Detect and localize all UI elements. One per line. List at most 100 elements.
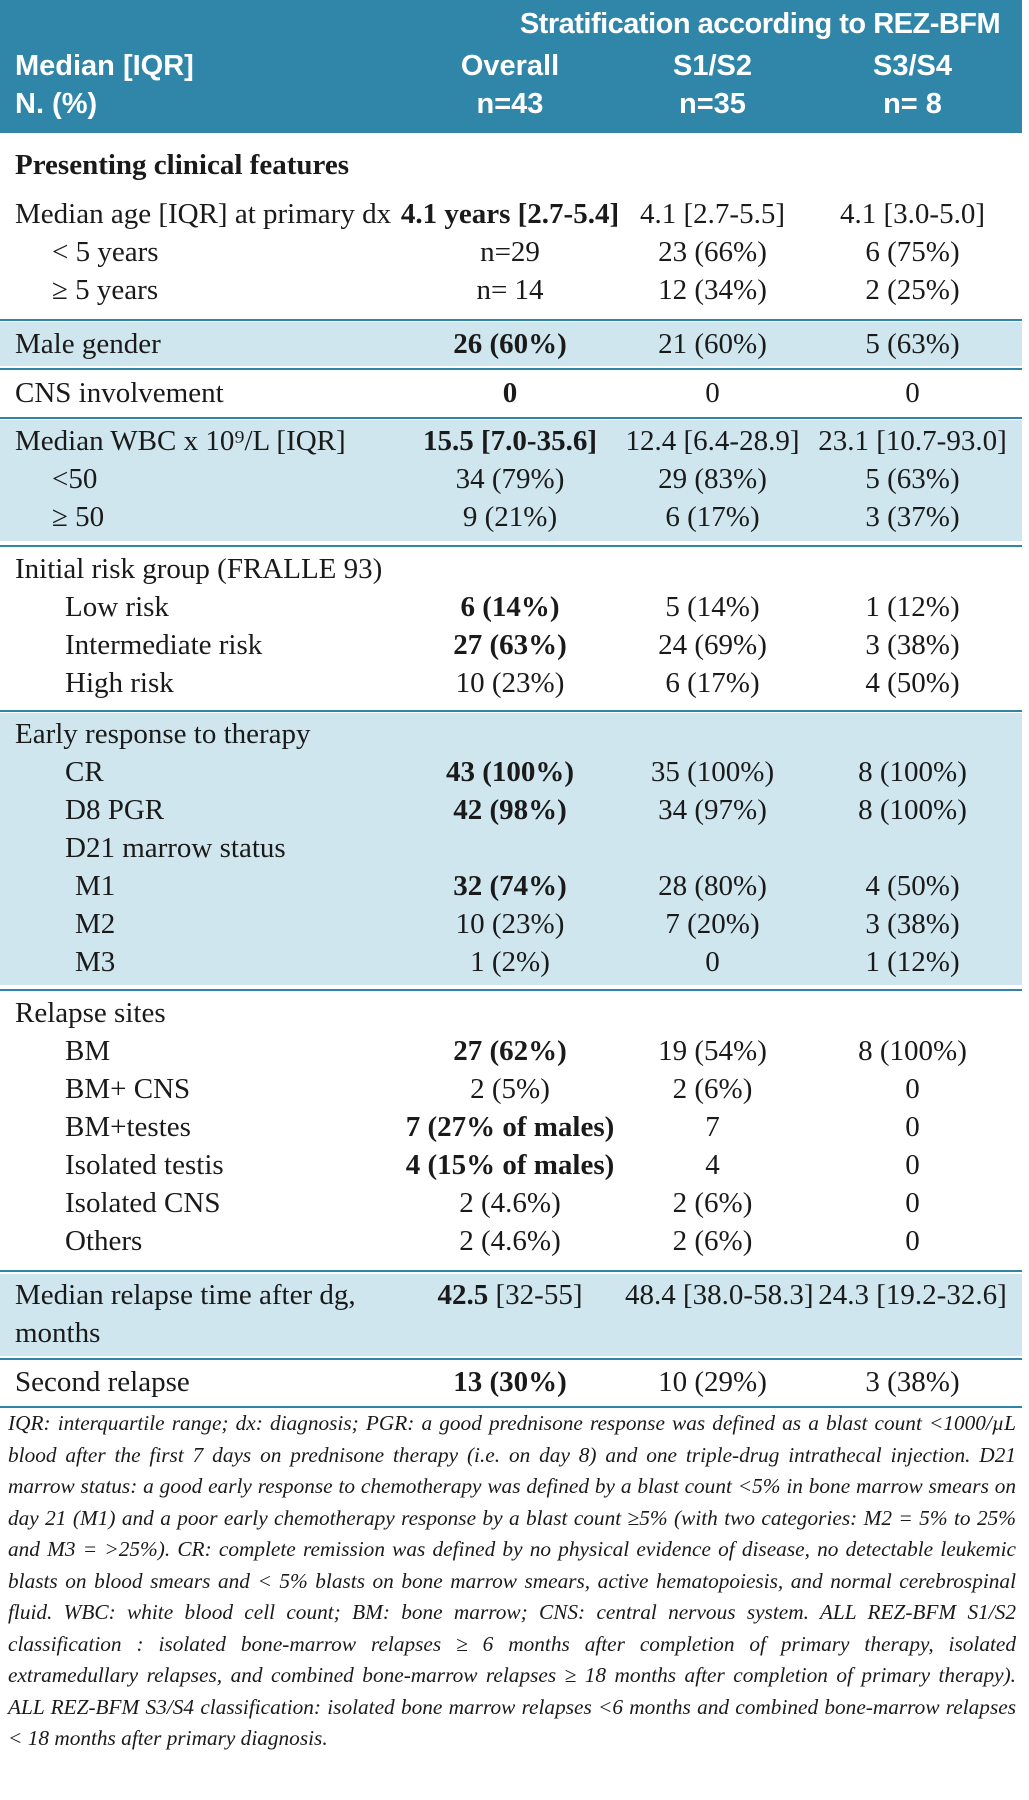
s3s4-value: 3 (38%): [865, 908, 960, 940]
row-label: Low risk: [65, 591, 169, 623]
overall-value: 7 (27% of males): [405, 1111, 615, 1143]
s1s2-value: 6 (17%): [665, 501, 760, 533]
row-label: months: [15, 1317, 101, 1349]
row-label: BM: [65, 1035, 111, 1067]
early-response-block: [0, 713, 1022, 985]
row-label: BM+testes: [65, 1111, 191, 1143]
s1s2-value: 4.1 [2.7-5.5]: [640, 198, 785, 230]
row-label: D21 marrow status: [65, 832, 286, 864]
table-row: CNS involvement 0 0 0: [0, 371, 1022, 415]
overall-value: 1 (2%): [470, 946, 550, 978]
s1s2-value: 4: [705, 1149, 720, 1181]
row-label: Median age [IQR] at primary dx: [15, 198, 392, 230]
overall-value: 15.5 [7.0-35.6]: [423, 425, 597, 457]
table-figure: Stratification according to REZ-BFM Medi…: [0, 0, 1022, 1750]
row-label: Early response to therapy: [15, 718, 311, 750]
overall-value: n=29: [480, 236, 540, 268]
overall-value-bold: 42.5: [437, 1279, 489, 1311]
row-label: Relapse sites: [15, 997, 166, 1029]
table-row: Male gender 26 (60%) 21 (60%) 5 (63%): [0, 322, 1022, 366]
s3s4-value: 2 (25%): [865, 274, 960, 306]
row-label: CNS involvement: [15, 377, 224, 409]
overall-value: 26 (60%): [453, 328, 567, 360]
divider: [0, 319, 1022, 321]
median-iqr-heading: Median [IQR]: [15, 50, 194, 82]
divider: [0, 417, 1022, 419]
header-rule: [0, 131, 1022, 133]
s3s4-value: 3 (38%): [865, 629, 960, 661]
s1s2-value: 19 (54%): [658, 1035, 767, 1067]
s3s4-value: 6 (75%): [865, 236, 960, 268]
row-label: Median WBC x 10⁹/L [IQR]: [15, 425, 346, 457]
row-label: Isolated CNS: [65, 1187, 221, 1219]
divider: [0, 368, 1022, 370]
row-label: Initial risk group (FRALLE 93): [15, 553, 383, 585]
s1s2-value: 35 (100%): [650, 756, 775, 788]
overall-value: 42.5 [32-55]: [400, 1276, 620, 1314]
s3s4-value: 0: [905, 1073, 920, 1105]
s3s4-value: 3 (37%): [865, 501, 960, 533]
overall-value: 32 (74%): [453, 870, 567, 902]
row-label: Median relapse time after dg,: [15, 1279, 356, 1311]
s1s2-value: 0: [705, 377, 720, 409]
row-label: Isolated testis: [65, 1149, 224, 1181]
s1s2-value: 2 (6%): [672, 1225, 753, 1257]
overall-value: n= 14: [476, 274, 544, 306]
s1s2-value: 12 (34%): [658, 274, 767, 306]
row-label: Male gender: [15, 328, 161, 360]
overall-value: 42 (98%): [453, 794, 567, 826]
overall-value: 27 (62%): [453, 1035, 567, 1067]
s3s4-value: 4 (50%): [865, 667, 960, 699]
s3s4-value: 1 (12%): [865, 946, 960, 978]
s3s4-value: 5 (63%): [865, 463, 960, 495]
divider: [0, 545, 1022, 547]
s1s2-value: 10 (29%): [658, 1366, 767, 1398]
s1s2-value: 7: [705, 1111, 720, 1143]
overall-value: 6 (14%): [460, 591, 560, 623]
s1s2-n-heading: n=35: [679, 88, 746, 120]
overall-value: 13 (30%): [453, 1366, 567, 1398]
s3s4-value: 8 (100%): [858, 794, 967, 826]
s1s2-value: 23 (66%): [658, 236, 767, 268]
overall-heading: Overall: [460, 50, 560, 82]
s3s4-value: 4.1 [3.0-5.0]: [840, 198, 985, 230]
s3s4-value: 8 (100%): [858, 1035, 967, 1067]
overall-value-range: [32-55]: [488, 1279, 583, 1311]
s3s4-value: 0: [905, 1111, 920, 1143]
s1s2-heading: S1/S2: [673, 50, 752, 82]
row-label: < 5 years: [52, 236, 159, 268]
row-label: M2: [75, 908, 116, 940]
overall-value: 10 (23%): [455, 908, 565, 940]
row-label: ≥ 50: [52, 501, 105, 533]
overall-value: 0: [502, 377, 518, 409]
s1s2-value: 2 (6%): [672, 1073, 753, 1105]
overall-value: 2 (4.6%): [459, 1225, 561, 1257]
s1s2-value: 0: [705, 946, 720, 978]
s3s4-value: 1 (12%): [865, 591, 960, 623]
s1s2-value: 5 (14%): [665, 591, 760, 623]
stratification-heading: Stratification according to REZ-BFM: [519, 8, 1001, 40]
row-label: <50: [52, 463, 98, 495]
s3s4-value: 0: [905, 1187, 920, 1219]
s1s2-value: 12.4 [6.4-28.9]: [625, 425, 800, 457]
row-label: M3: [75, 946, 116, 978]
overall-value: 34 (79%): [455, 463, 565, 495]
overall-value: 9 (21%): [462, 501, 558, 533]
s1s2-value: 7 (20%): [665, 908, 760, 940]
row-label: ≥ 5 years: [52, 274, 159, 306]
table-bottom-rule: [0, 1406, 1022, 1408]
s1s2-value: 2 (6%): [672, 1187, 753, 1219]
s3s4-value: 3 (38%): [865, 1366, 960, 1398]
row-label: High risk: [65, 667, 174, 699]
s1s2-value: 24 (69%): [658, 629, 767, 661]
s3s4-value: 0: [905, 1225, 920, 1257]
s3s4-value: 0: [905, 377, 920, 409]
s3s4-n-heading: n= 8: [883, 88, 942, 120]
divider: [0, 1270, 1022, 1272]
s3s4-heading: S3/S4: [873, 50, 952, 82]
n-percent-heading: N. (%): [15, 88, 98, 120]
divider: [0, 1358, 1022, 1360]
s1s2-value: 21 (60%): [658, 328, 767, 360]
row-label: D8 PGR: [65, 794, 165, 826]
overall-value: 4.1 years [2.7-5.4]: [400, 198, 620, 230]
